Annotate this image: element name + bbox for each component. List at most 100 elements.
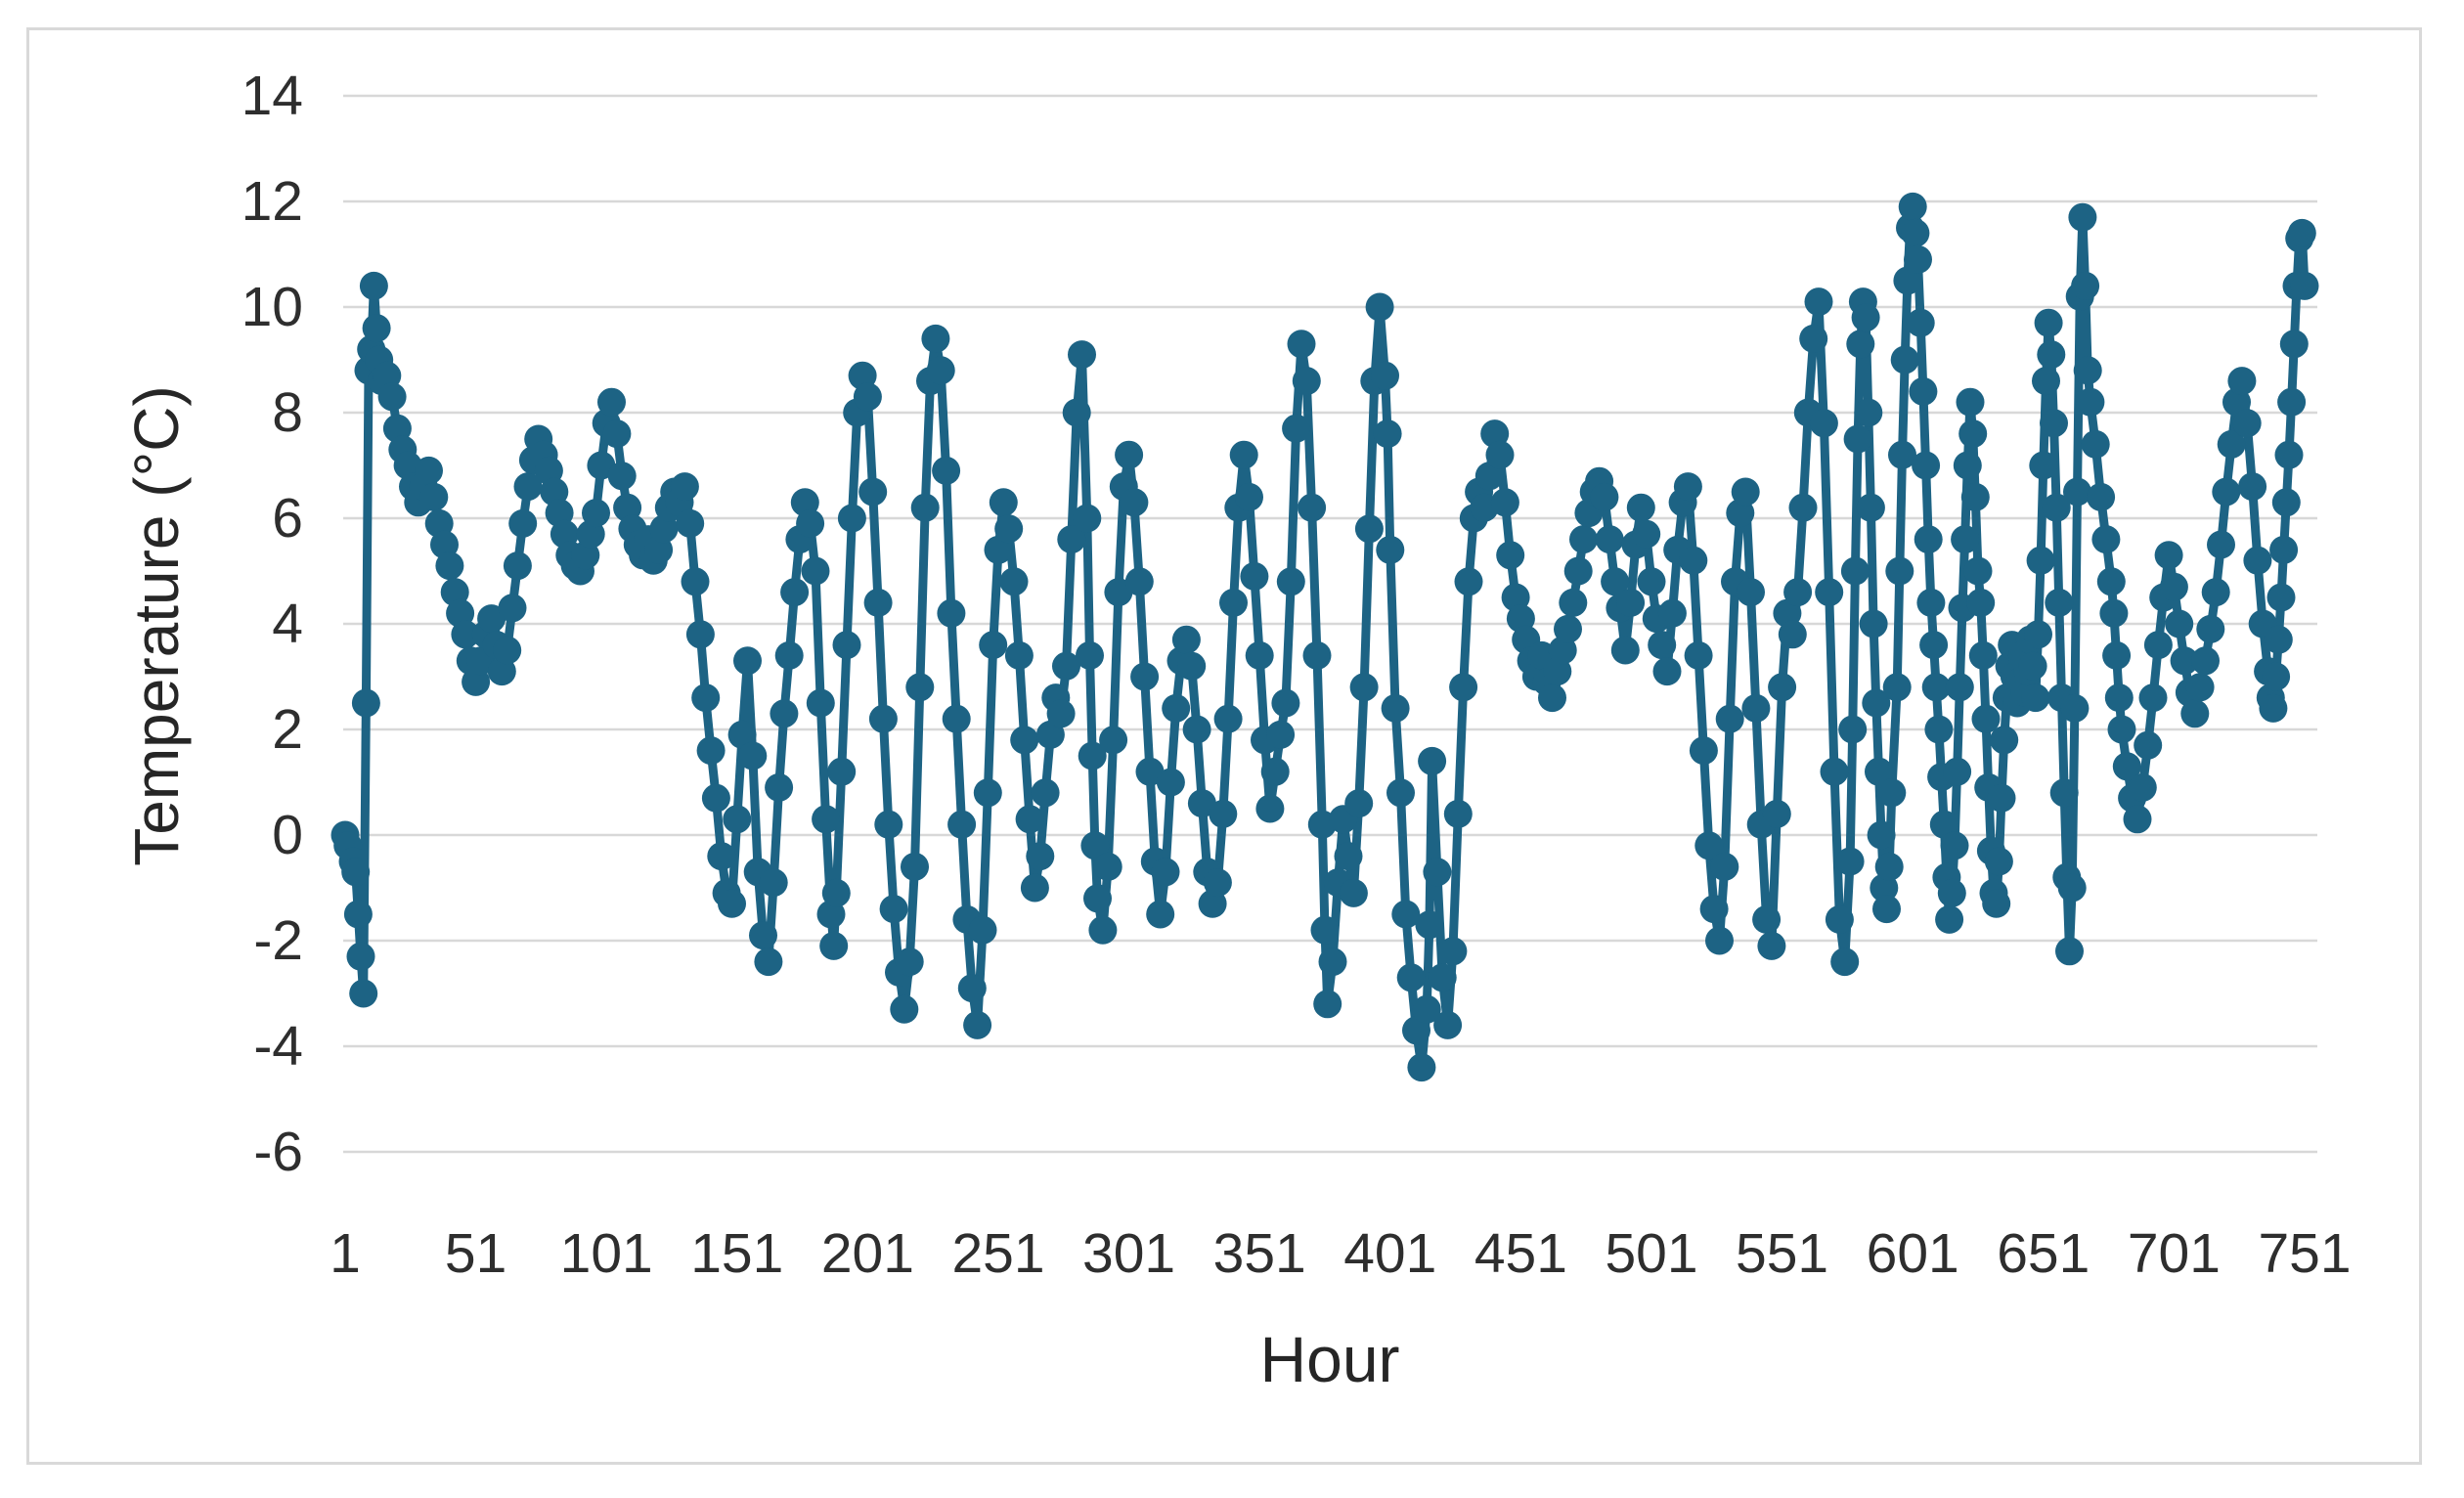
data-point	[1407, 1053, 1436, 1082]
data-point	[1099, 726, 1128, 755]
data-point	[947, 810, 977, 839]
data-point	[2055, 937, 2084, 966]
data-point	[759, 868, 788, 898]
data-point	[1120, 488, 1149, 517]
data-point	[1885, 556, 1914, 586]
data-point	[359, 271, 388, 300]
data-point	[2217, 429, 2246, 459]
data-point	[1694, 831, 1724, 860]
data-point	[1004, 640, 1034, 670]
data-point	[2029, 451, 2058, 480]
data-point	[718, 889, 746, 918]
data-point	[2154, 541, 2183, 570]
data-point	[701, 783, 730, 813]
data-point	[1433, 1010, 1463, 1039]
data-point	[2073, 356, 2102, 385]
x-tick-label: 351	[1212, 1222, 1306, 1285]
data-point	[1396, 963, 1426, 992]
x-tick-label: 151	[690, 1222, 784, 1285]
data-point	[2049, 778, 2079, 808]
data-point	[1496, 541, 1525, 570]
data-point	[963, 1010, 992, 1039]
y-axis-title: Temperature (°C)	[121, 385, 192, 866]
data-point	[2180, 699, 2210, 728]
data-point	[801, 556, 830, 586]
data-point	[2068, 202, 2097, 232]
data-point	[819, 931, 849, 960]
data-point	[685, 620, 715, 649]
data-point	[2104, 683, 2134, 713]
data-point	[1302, 640, 1332, 670]
data-point	[770, 699, 799, 728]
data-point	[1428, 963, 1457, 992]
data-point	[1381, 693, 1410, 723]
data-point	[2018, 651, 2047, 681]
data-point	[1956, 387, 1985, 417]
data-point	[1485, 440, 1515, 469]
data-point	[1083, 884, 1112, 913]
data-point	[1595, 525, 1624, 554]
x-tick-label: 51	[444, 1222, 507, 1285]
data-point	[2269, 535, 2299, 564]
data-point	[1778, 620, 1807, 649]
data-point	[607, 462, 637, 491]
x-tick-label: 651	[1997, 1222, 2090, 1285]
data-point	[1825, 904, 1854, 934]
data-point	[1171, 625, 1201, 654]
data-point	[1046, 699, 1076, 728]
data-point	[2026, 546, 2055, 575]
data-point	[1916, 588, 1946, 617]
data-point	[1292, 367, 1321, 396]
data-point	[910, 493, 940, 522]
data-point	[895, 947, 924, 977]
data-point	[2143, 631, 2173, 660]
data-point	[1334, 842, 1363, 871]
data-point	[2134, 730, 2163, 760]
data-point	[1177, 651, 1207, 681]
data-point	[670, 472, 699, 502]
data-point	[2037, 340, 2066, 370]
data-point	[1990, 726, 2019, 755]
data-point	[874, 810, 903, 839]
data-point	[1657, 598, 1687, 628]
data-point	[1187, 789, 1216, 818]
data-point	[1890, 345, 1919, 374]
data-point	[1391, 900, 1421, 929]
data-point	[932, 456, 961, 485]
data-point	[503, 551, 532, 581]
data-point	[1339, 878, 1368, 907]
data-point	[1820, 757, 1849, 786]
data-point	[723, 805, 752, 834]
data-point	[1554, 614, 1582, 643]
data-point	[1015, 805, 1044, 834]
data-point	[806, 688, 835, 718]
x-axis-title: Hour	[1259, 1323, 1400, 1395]
data-point	[1415, 910, 1444, 940]
data-point	[2107, 715, 2136, 744]
data-point	[2196, 614, 2225, 643]
data-point	[984, 535, 1013, 564]
data-point	[2112, 752, 2141, 781]
data-point	[1026, 842, 1055, 871]
data-point	[1809, 409, 1838, 438]
data-point	[1318, 947, 1347, 977]
data-point	[1255, 794, 1285, 823]
data-point	[349, 979, 378, 1008]
data-point	[1093, 852, 1122, 881]
data-point	[1371, 361, 1399, 390]
data-point	[1182, 715, 1211, 744]
data-point	[999, 567, 1029, 596]
data-point	[1076, 640, 1104, 670]
data-point	[343, 900, 373, 929]
data-point	[435, 551, 464, 581]
data-point	[1919, 631, 1949, 660]
data-point	[1943, 757, 1972, 786]
data-point	[1035, 720, 1065, 749]
data-point	[780, 578, 810, 607]
data-point	[1731, 477, 1760, 507]
y-tick-label: 4	[272, 593, 303, 655]
data-point	[1737, 578, 1765, 607]
data-point	[2081, 429, 2110, 459]
data-point	[890, 994, 919, 1024]
